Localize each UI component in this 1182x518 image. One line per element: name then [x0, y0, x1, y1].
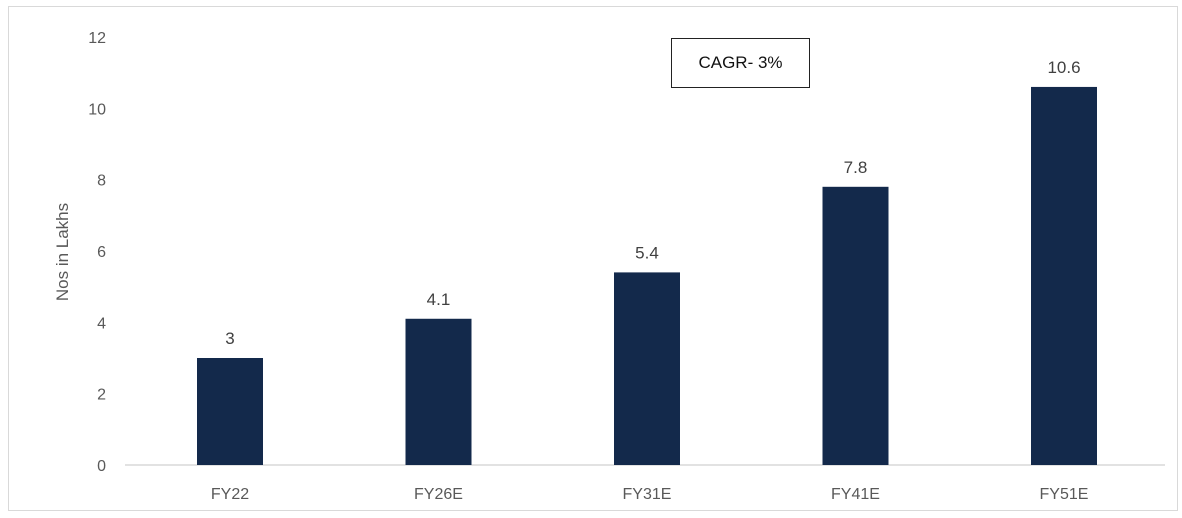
bar-fy41e — [822, 186, 889, 466]
data-label: 5.4 — [635, 243, 659, 262]
x-tick-label: FY31E — [623, 486, 672, 503]
data-label: 4.1 — [427, 290, 451, 309]
bar-fy51e — [1031, 86, 1097, 465]
data-label: 7.8 — [844, 158, 868, 177]
bars — [197, 86, 1097, 466]
data-labels: 3 4.1 5.4 7.8 10.6 — [225, 58, 1080, 348]
x-tick-label: FY41E — [831, 486, 880, 503]
x-tick-label: FY26E — [414, 486, 463, 503]
data-label: 3 — [225, 329, 234, 348]
y-axis-title: Nos in Lakhs — [53, 203, 72, 301]
y-axis-ticks: 0 2 4 6 8 10 12 — [88, 30, 106, 475]
y-tick-label: 6 — [97, 244, 106, 261]
x-tick-label: FY22 — [211, 486, 249, 503]
data-label: 10.6 — [1047, 58, 1080, 77]
y-tick-label: 4 — [97, 315, 106, 332]
y-tick-label: 2 — [97, 387, 106, 404]
bar-fy26e — [405, 318, 472, 465]
bar-fy22 — [197, 358, 263, 465]
y-tick-label: 8 — [97, 173, 106, 190]
x-tick-label: FY51E — [1040, 486, 1089, 503]
y-tick-label: 10 — [88, 101, 106, 118]
cagr-annotation: CAGR- 3% — [671, 38, 810, 88]
bar-fy31e — [614, 272, 680, 465]
y-tick-label: 0 — [97, 458, 106, 475]
x-axis-ticks: FY22 FY26E FY31E FY41E FY51E — [211, 486, 1089, 503]
y-tick-label: 12 — [88, 30, 106, 47]
